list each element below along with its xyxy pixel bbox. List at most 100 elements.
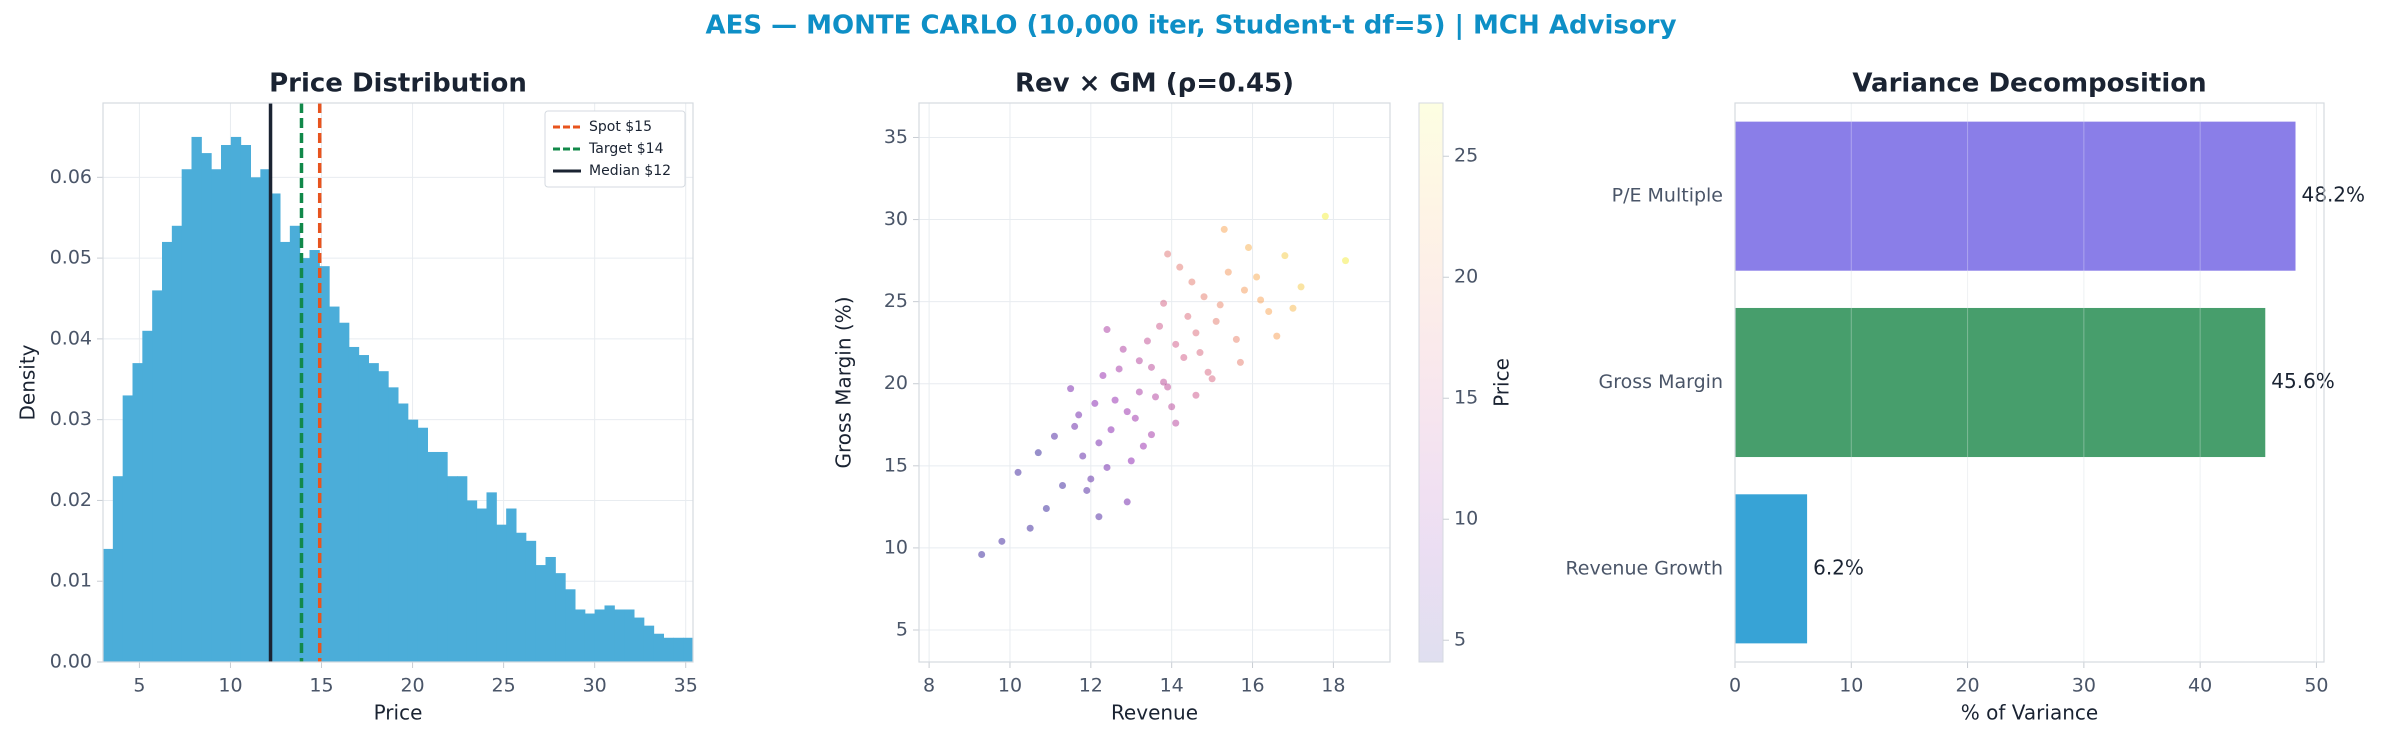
legend-label: Spot $15 (589, 119, 652, 135)
histogram-bar (437, 451, 448, 662)
value-label: 45.6% (2271, 369, 2335, 393)
scatter-point (1156, 322, 1164, 330)
histogram-bar (329, 306, 340, 662)
scatter-point (1289, 304, 1297, 312)
scatter-point (1091, 399, 1099, 407)
scatter-point (1224, 268, 1232, 276)
histogram-bar (250, 177, 261, 662)
value-label: 48.2% (2302, 183, 2366, 207)
scatter-point (1257, 296, 1265, 304)
y-tick-label: 25 (884, 290, 908, 312)
histogram-bar (142, 330, 153, 662)
colorbar-tick-label: 15 (1454, 387, 1478, 409)
scatter-point (1180, 353, 1188, 361)
scatter-point (1244, 243, 1252, 251)
histogram-bar (683, 637, 693, 662)
scatter-point (1196, 349, 1204, 357)
y-tick-label: Revenue Growth (1565, 557, 1723, 579)
histogram-bar (555, 573, 566, 662)
histogram-bar (358, 355, 369, 662)
x-tick-label: 35 (674, 675, 698, 697)
bar (1735, 494, 1808, 644)
histogram-bar (673, 637, 684, 662)
scatter-point (1236, 358, 1244, 366)
scatter-point (1075, 411, 1083, 419)
scatter-point (1273, 332, 1281, 340)
histogram-bar (162, 241, 173, 662)
histogram-bar (624, 609, 635, 662)
histogram-bar (535, 565, 546, 662)
histogram-bar (604, 605, 615, 662)
scatter-point (1050, 432, 1058, 440)
scatter-point (1212, 317, 1220, 325)
scatter-point (1014, 468, 1022, 476)
scatter-point (1135, 388, 1143, 396)
scatter-point (1253, 273, 1261, 281)
histogram-bar (525, 540, 537, 662)
x-tick-label: 14 (1160, 675, 1184, 697)
histogram-bar (289, 225, 301, 662)
scatter-point (1059, 482, 1067, 490)
scatter-point (1208, 375, 1216, 383)
x-tick-label: 30 (2072, 675, 2096, 697)
histogram-bar (221, 145, 232, 662)
y-tick-label: 5 (896, 618, 908, 640)
scatter-point (1119, 345, 1127, 353)
histogram-bar (466, 500, 478, 662)
y-tick-label: 0.00 (50, 651, 92, 673)
bar (1735, 121, 2296, 271)
histogram-bar (584, 613, 596, 662)
scatter-point (1087, 475, 1095, 483)
x-tick-label: 40 (2188, 675, 2212, 697)
scatter-point (1281, 252, 1289, 260)
scatter-point (1115, 365, 1123, 373)
scatter-point (1147, 431, 1155, 439)
histogram-bar (398, 403, 409, 662)
scatter-point (1192, 391, 1200, 399)
bar (1735, 307, 2266, 458)
y-tick-label: 15 (884, 454, 908, 476)
histogram-bar (653, 633, 664, 662)
histogram-bar (486, 492, 497, 662)
histogram-bar (309, 250, 320, 662)
histogram-bar (280, 241, 291, 662)
scatter-point (1123, 408, 1131, 416)
y-axis-label: Density (16, 344, 40, 420)
scatter-point (1160, 299, 1168, 307)
histogram-bar (545, 556, 556, 662)
histogram-bar (368, 363, 379, 662)
histogram-bar (230, 136, 242, 662)
scatter-point (1240, 286, 1248, 294)
colorbar-tick-label: 25 (1454, 145, 1478, 167)
axes-frame (102, 102, 694, 663)
scatter-point (1297, 283, 1305, 291)
scatter-point (1071, 422, 1079, 430)
scatter-point (1111, 396, 1119, 404)
scatter-point (1184, 312, 1192, 320)
histogram-bar (122, 395, 133, 662)
histogram-bar (378, 371, 389, 662)
scatter-point (1164, 250, 1172, 258)
y-tick-label: 0.01 (50, 570, 92, 592)
histogram-bar (407, 419, 419, 662)
x-axis-label: % of Variance (1961, 701, 2098, 725)
colorbar (1418, 102, 1444, 663)
histogram-bar (516, 532, 527, 662)
scatter-point (1143, 337, 1151, 345)
x-tick-label: 5 (133, 675, 145, 697)
y-tick-label: 0.04 (50, 327, 92, 349)
histogram-bar (260, 169, 271, 662)
legend-label: Target $14 (588, 141, 664, 157)
scatter-point (1123, 498, 1131, 506)
scatter-point (1216, 301, 1224, 309)
scatter-point (1042, 505, 1050, 513)
figure-title: AES — MONTE CARLO (10,000 iter, Student-… (705, 11, 1676, 41)
scatter-point (1265, 307, 1273, 315)
x-tick-label: 10 (218, 675, 242, 697)
histogram-bar (457, 476, 468, 662)
plot-area (919, 103, 1390, 662)
y-tick-label: 10 (884, 536, 908, 558)
histogram-bar (496, 524, 507, 662)
scatter-point (1232, 335, 1240, 343)
